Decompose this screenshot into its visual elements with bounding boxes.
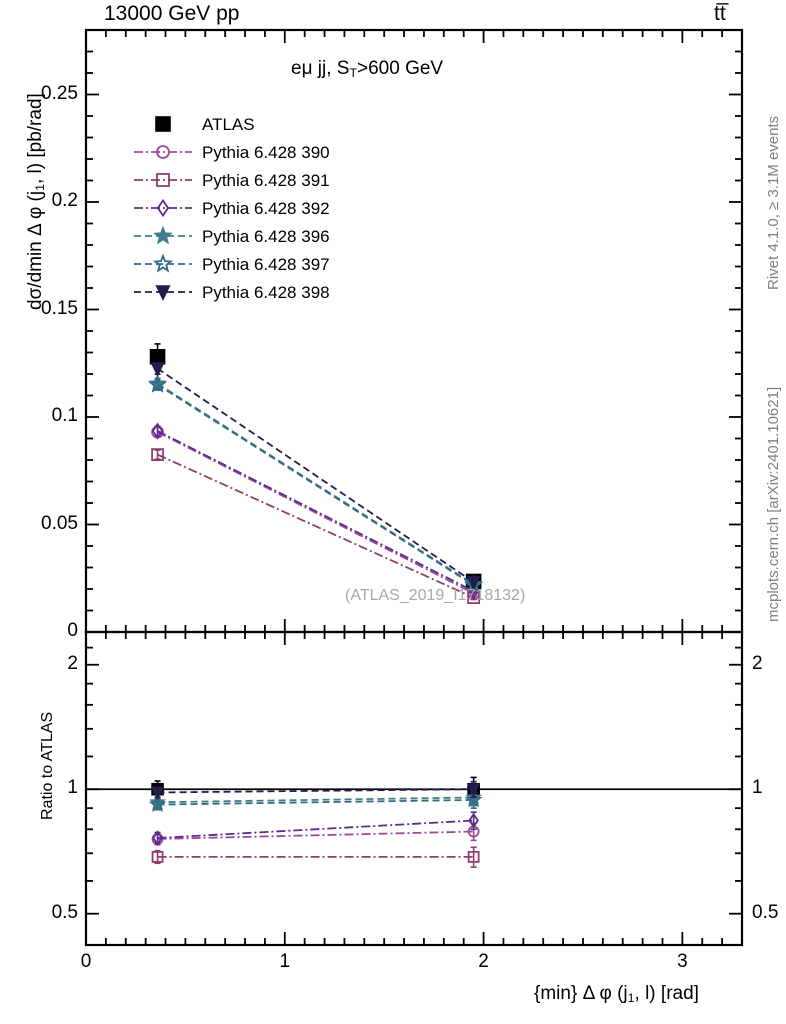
legend-marker: [134, 173, 192, 187]
data-marker: [151, 448, 164, 462]
y-tick-label: 0.25: [41, 82, 78, 104]
data-marker: [467, 783, 481, 798]
data-marker: [464, 790, 483, 808]
data-marker: [155, 116, 171, 132]
data-marker: [148, 374, 168, 393]
legend-item-pythia-6-428-398[interactable]: Pythia 6.428 398: [132, 278, 330, 306]
ratio-series-line: [157, 788, 474, 794]
x-axis-label-post: , l) [rad]: [634, 983, 699, 1004]
ratio-series-line: [157, 796, 474, 804]
subtitle-pre: eμ jj, S: [291, 58, 350, 79]
data-marker: [467, 850, 480, 863]
legend-label: Pythia 6.428 396: [202, 226, 330, 246]
data-marker: [466, 575, 481, 591]
y-tick-label: 0.1: [51, 405, 78, 426]
legend-item-pythia-6-428-390[interactable]: Pythia 6.428 390: [132, 138, 330, 166]
y-tick-label: 0.2: [51, 190, 78, 211]
data-marker: [156, 145, 170, 159]
plot-subtitle: eμ jj, ST>600 GeV: [291, 59, 443, 79]
ratio-tick-label: 2: [67, 652, 78, 674]
x-axis-label-sub: 1: [627, 991, 635, 1006]
y-tick-label: 0.05: [41, 512, 78, 534]
ratio-tick-label: 0.5: [51, 901, 78, 923]
ratio-tick-label-right: 2: [752, 652, 763, 674]
ratio-tick-label-right: 1: [752, 777, 763, 799]
analysis-id-watermark: (ATLAS_2019_I1718132): [345, 587, 526, 604]
series-line: [157, 367, 475, 583]
beam-energy-label: 13000 GeV pp: [104, 2, 240, 25]
x-axis-label: {min} Δ φ (j1, l) [rad]: [534, 984, 699, 1004]
legend-marker: [134, 285, 192, 302]
subtitle-sub: T: [349, 66, 358, 81]
legend-label: ATLAS: [202, 114, 255, 134]
series-line: [157, 453, 475, 599]
legend-label: Pythia 6.428 398: [202, 282, 330, 302]
ratio-series-group: [148, 776, 483, 868]
legend-marker: [134, 253, 192, 273]
data-marker: [153, 225, 173, 245]
legend-marker: [134, 145, 192, 159]
data-marker: [152, 830, 163, 846]
subtitle-post: >600 GeV: [357, 58, 444, 79]
series-line: [157, 431, 475, 595]
legend: ATLAS Pythia 6.428 390 Pythia 6.428 391 Pyt…: [132, 110, 330, 306]
legend-label: Pythia 6.428 390: [202, 142, 330, 162]
legend-marker: [134, 225, 192, 245]
data-marker: [148, 795, 167, 813]
x-tick-label: 0: [80, 951, 92, 972]
data-marker: [468, 812, 479, 829]
ratio-series-line: [157, 819, 474, 839]
ratio-tick-label-right: 0.5: [752, 901, 779, 923]
legend-marker: [134, 198, 192, 218]
series-line: [157, 383, 475, 586]
data-marker: [156, 173, 170, 187]
data-marker: [151, 786, 165, 801]
legend-item-pythia-6-428-397[interactable]: Pythia 6.428 397: [132, 250, 330, 278]
legend-label: Pythia 6.428 391: [202, 170, 330, 190]
ratio-series-line: [157, 830, 474, 840]
legend-label: Pythia 6.428 397: [202, 254, 330, 274]
data-marker: [152, 253, 174, 273]
y-tick-label: 0: [67, 620, 78, 641]
legend-item-pythia-6-428-396[interactable]: Pythia 6.428 396: [132, 222, 330, 250]
series-line: [157, 430, 475, 592]
ratio-tick-label: 1: [67, 777, 78, 799]
legend-item-pythia-6-428-391[interactable]: Pythia 6.428 391: [132, 166, 330, 194]
y-tick-label: 0.15: [41, 297, 78, 319]
legend-item-pythia-6-428-392[interactable]: Pythia 6.428 392: [132, 194, 330, 222]
data-marker: [155, 285, 171, 302]
main-series-group: [148, 343, 484, 604]
legend-marker: [155, 116, 171, 132]
process-label: tt̅: [714, 2, 726, 25]
x-tick-label: 2: [478, 951, 489, 972]
legend-item-atlas[interactable]: ATLAS: [132, 110, 330, 138]
x-tick-label: 1: [279, 951, 291, 972]
data-marker: [149, 348, 166, 365]
legend-label: Pythia 6.428 392: [202, 198, 330, 218]
x-tick-label: 3: [677, 951, 688, 972]
data-marker: [150, 362, 165, 378]
data-marker: [156, 198, 170, 218]
data-marker: [151, 422, 164, 440]
ratio-series-line: [157, 799, 474, 806]
data-marker: [151, 850, 164, 863]
x-axis-label-pre: {min} Δ φ (j: [534, 983, 628, 1004]
